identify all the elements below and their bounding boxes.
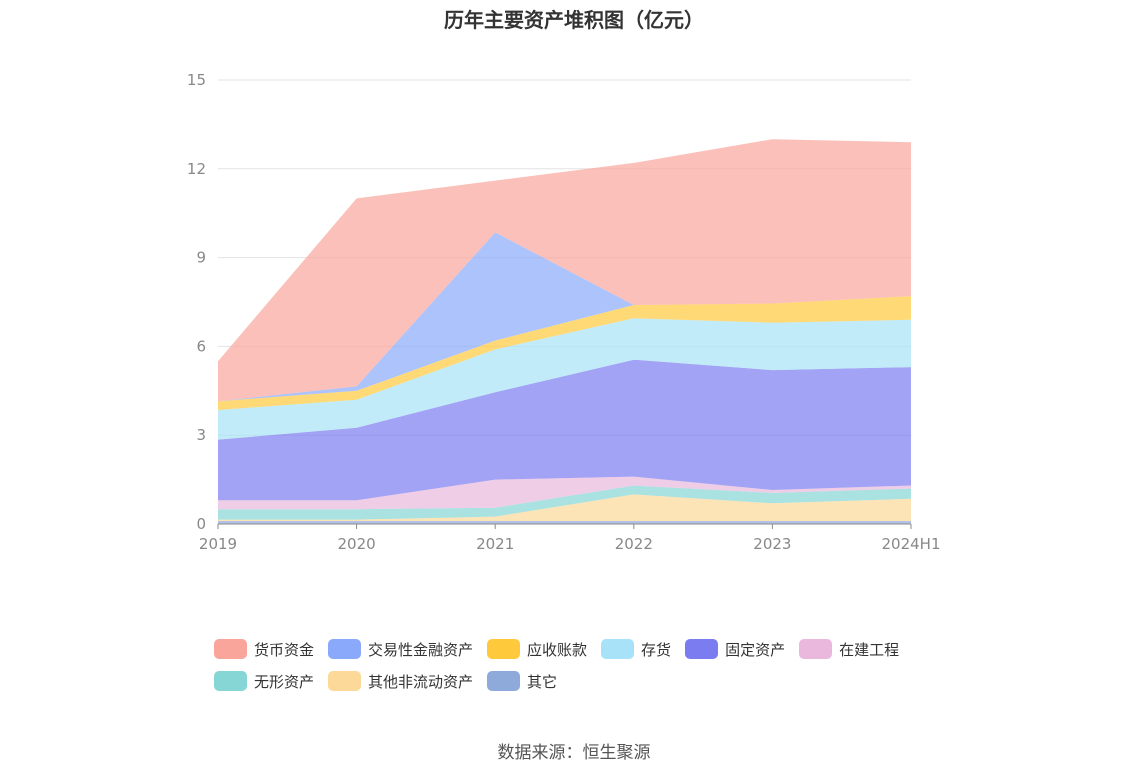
legend-label: 其它 — [527, 672, 558, 691]
x-tick-label: 2019 — [199, 535, 237, 553]
legend-item[interactable]: 固定资产 — [685, 638, 785, 660]
legend-label: 固定资产 — [725, 640, 786, 659]
y-tick-label: 0 — [196, 515, 206, 533]
legend-swatch — [601, 639, 635, 659]
legend-swatch — [328, 639, 362, 659]
legend-label: 存货 — [641, 640, 672, 659]
x-tick-label: 2023 — [753, 535, 791, 553]
series-area-0[interactable] — [218, 521, 911, 524]
stacked-area-chart: 0 3 6 9 12 15 2019 2020 2021 2022 2023 2024H1 — [187, 71, 941, 553]
series-area-6[interactable] — [218, 296, 911, 410]
series-area-4[interactable] — [218, 359, 911, 501]
legend-label: 在建工程 — [839, 640, 900, 659]
legend-swatch — [685, 639, 719, 659]
legend-swatch — [487, 639, 521, 659]
legend-swatch — [214, 639, 247, 659]
series-area-8[interactable] — [218, 139, 911, 402]
legend-swatch — [214, 671, 247, 691]
legend-swatch — [328, 671, 362, 691]
legend-label: 其他非流动资产 — [368, 672, 474, 691]
x-tick-label: 2022 — [615, 535, 653, 553]
legend-item[interactable]: 交易性金融资产 — [328, 638, 473, 660]
area-series — [218, 139, 911, 524]
legend-label: 交易性金融资产 — [368, 640, 474, 659]
series-area-5[interactable] — [218, 318, 911, 440]
legend-item[interactable]: 在建工程 — [799, 638, 899, 660]
legend-item[interactable]: 无形资产 — [214, 670, 314, 692]
source-note: 数据来源：恒生聚源 — [497, 743, 651, 763]
legend-label: 无形资产 — [254, 672, 315, 691]
legend-item[interactable]: 存货 — [601, 638, 671, 660]
x-tick-label: 2020 — [338, 535, 376, 553]
y-tick-label: 12 — [187, 160, 206, 178]
x-tick-label: 2021 — [476, 535, 514, 553]
series-area-7[interactable] — [218, 232, 911, 402]
series-area-3[interactable] — [218, 476, 911, 510]
legend-label: 应收账款 — [527, 640, 588, 659]
x-tick-label: 2024H1 — [882, 535, 941, 553]
series-area-1[interactable] — [218, 494, 911, 521]
chart-title: 历年主要资产堆积图（亿元） — [444, 8, 704, 32]
legend-item[interactable]: 其他非流动资产 — [328, 670, 473, 692]
legend-item[interactable]: 其它 — [487, 670, 557, 692]
legend-label: 货币资金 — [254, 640, 315, 659]
y-tick-label: 15 — [187, 71, 206, 89]
legend-item[interactable]: 货币资金 — [214, 638, 314, 660]
y-tick-label: 6 — [196, 337, 206, 355]
y-tick-label: 3 — [196, 426, 206, 444]
legend: 货币资金 交易性金融资产 应收账款 存货 固定资产 在建工程无形资产 其他非流动资产 其它 — [214, 638, 974, 692]
legend-item[interactable]: 应收账款 — [487, 638, 587, 660]
axes: 0 3 6 9 12 15 2019 2020 2021 2022 2023 2024H1 — [187, 71, 941, 553]
series-area-2[interactable] — [218, 485, 911, 520]
legend-swatch — [487, 671, 521, 691]
legend-swatch — [799, 639, 833, 659]
y-tick-label: 9 — [196, 249, 206, 267]
